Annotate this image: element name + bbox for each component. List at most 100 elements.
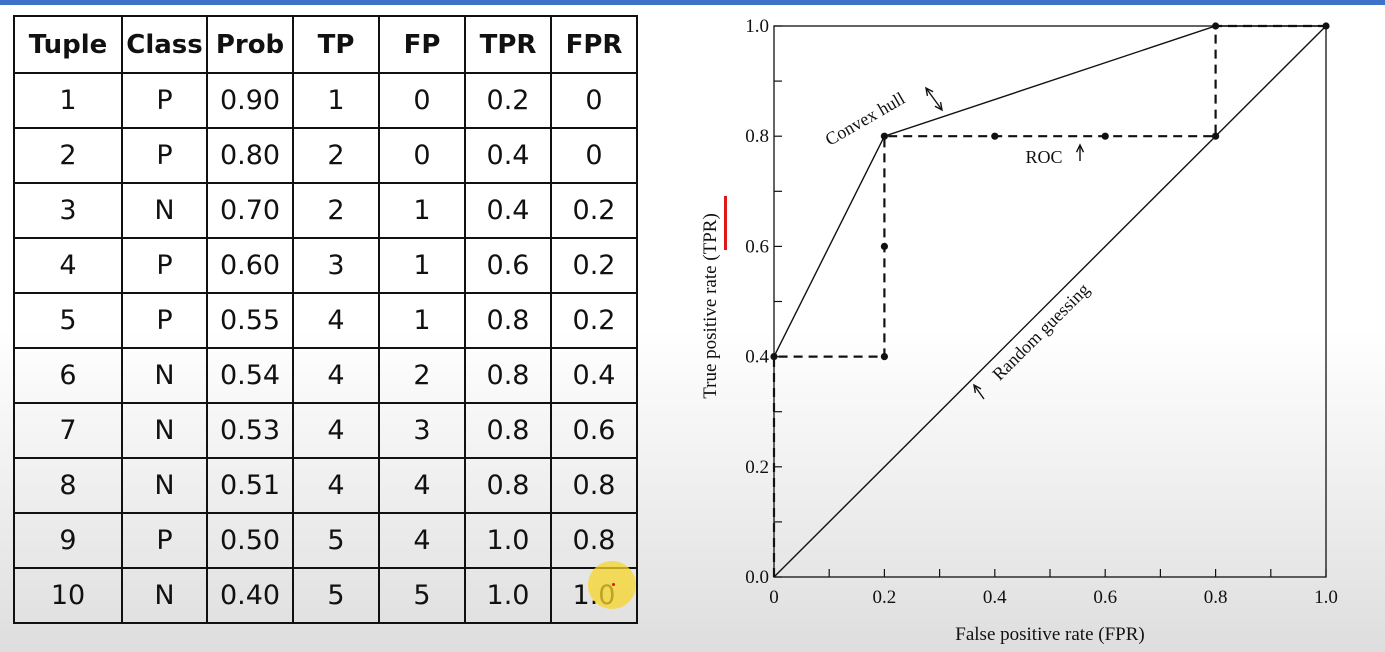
cell-tp: 2: [292, 127, 380, 184]
cell-fpr: 0: [550, 72, 638, 129]
roc-point: [770, 353, 778, 361]
y-tick-label: 0.0: [745, 567, 769, 588]
cell-fp: 0: [378, 72, 466, 129]
table-row: 2 P 0.80 2 0 0.4 0: [13, 127, 638, 184]
header-tpr: TPR: [464, 15, 552, 74]
cell-tp: 1: [292, 72, 380, 129]
cell-prob: 0.53: [206, 402, 294, 459]
cell-tp: 5: [292, 512, 380, 569]
cell-tpr: 0.4: [464, 127, 552, 184]
cell-tpr: 0.4: [464, 182, 552, 239]
cell-class: N: [121, 457, 208, 514]
cell-tpr: 0.2: [464, 72, 552, 129]
series-roc: [772, 24, 1326, 577]
cell-tp: 3: [292, 237, 380, 294]
cell-class: N: [121, 567, 208, 624]
header-tp: TP: [292, 15, 380, 74]
convex-hull-arrow-head: [934, 102, 943, 112]
random-guessing-arrow-head: [973, 383, 982, 394]
series-random-guessing: [773, 25, 1327, 578]
header-fp: FP: [378, 15, 466, 74]
cell-fp: 1: [378, 182, 466, 239]
roc-arrow-head: [1075, 143, 1085, 153]
series-convex-hull: [773, 25, 1326, 357]
cell-prob: 0.70: [206, 182, 294, 239]
cell-tpr: 0.6: [464, 237, 552, 294]
cell-tp: 4: [292, 292, 380, 349]
roc-point: [991, 132, 999, 140]
y-tick-label: 0.8: [745, 126, 769, 147]
cell-fpr: 0.2: [550, 292, 638, 349]
header-class: Class: [121, 15, 208, 74]
roc-point: [880, 132, 888, 140]
table-row: 9 P 0.50 5 4 1.0 0.8: [13, 512, 638, 569]
y-tick-label: 1.0: [745, 16, 769, 37]
convex-hull-arrow: [925, 87, 943, 111]
annotation-roc: ROC: [1025, 147, 1062, 167]
cell-fpr: 0.6: [550, 402, 638, 459]
cell-prob: 0.80: [206, 127, 294, 184]
cell-prob: 0.40: [206, 567, 294, 624]
table-row: 6 N 0.54 4 2 0.8 0.4: [13, 347, 638, 404]
cell-tuple: 8: [13, 457, 123, 514]
cell-class: P: [121, 237, 208, 294]
cell-tpr: 0.8: [464, 347, 552, 404]
header-fpr: FPR: [550, 15, 638, 74]
cell-tuple: 7: [13, 402, 123, 459]
x-tick-label: 1.0: [1314, 587, 1338, 608]
cell-prob: 0.51: [206, 457, 294, 514]
cell-tp: 4: [292, 347, 380, 404]
cell-prob: 0.90: [206, 72, 294, 129]
table-row: 4 P 0.60 3 1 0.6 0.2: [13, 237, 638, 294]
cell-fp: 4: [378, 512, 466, 569]
roc-point: [1322, 22, 1330, 30]
annotation-random-guessing: Random guessing: [988, 279, 1093, 384]
x-axis-label: False positive rate (FPR): [955, 624, 1144, 645]
cell-tp: 4: [292, 402, 380, 459]
cell-tuple: 5: [13, 292, 123, 349]
cell-tpr: 0.8: [464, 457, 552, 514]
roc-point: [1212, 132, 1220, 140]
cell-fpr: 0.2: [550, 182, 638, 239]
x-tick-label: 0: [769, 587, 779, 608]
cell-tp: 5: [292, 567, 380, 624]
cell-class: P: [121, 512, 208, 569]
cursor-pointer: [612, 583, 615, 586]
header-tuple: Tuple: [13, 15, 123, 74]
y-tick-label: 0.2: [745, 457, 769, 478]
roc-point: [880, 242, 888, 250]
cell-class: N: [121, 347, 208, 404]
red-marker: [724, 196, 727, 250]
table-row: 3 N 0.70 2 1 0.4 0.2: [13, 182, 638, 239]
cell-fp: 1: [378, 292, 466, 349]
convex-hull-arrow-head: [925, 86, 934, 96]
cell-tuple: 10: [13, 567, 123, 624]
cell-class: P: [121, 127, 208, 184]
cell-prob: 0.50: [206, 512, 294, 569]
cell-class: N: [121, 402, 208, 459]
x-tick-label: 0.2: [873, 587, 897, 608]
cell-tpr: 1.0: [464, 567, 552, 624]
cell-fp: 2: [378, 347, 466, 404]
x-tick-label: 0.6: [1093, 587, 1117, 608]
cell-fp: 5: [378, 567, 466, 624]
y-axis-label: True positive rate (TPR): [700, 213, 721, 399]
roc-point: [880, 353, 888, 361]
cell-fp: 1: [378, 237, 466, 294]
cell-fpr: 0.2: [550, 237, 638, 294]
cell-tp: 4: [292, 457, 380, 514]
cell-tpr: 1.0: [464, 512, 552, 569]
cell-tuple: 2: [13, 127, 123, 184]
cell-class: N: [121, 182, 208, 239]
cell-tuple: 9: [13, 512, 123, 569]
cell-tuple: 3: [13, 182, 123, 239]
table-row: 1 P 0.90 1 0 0.2 0: [13, 72, 638, 129]
roc-point: [1101, 132, 1109, 140]
top-accent-line: [0, 0, 1385, 5]
table-row: 10 N 0.40 5 5 1.0 1.0: [13, 567, 638, 624]
cell-tuple: 4: [13, 237, 123, 294]
cell-class: P: [121, 72, 208, 129]
cell-prob: 0.54: [206, 347, 294, 404]
cell-fpr: 0: [550, 127, 638, 184]
table-row: 7 N 0.53 4 3 0.8 0.6: [13, 402, 638, 459]
